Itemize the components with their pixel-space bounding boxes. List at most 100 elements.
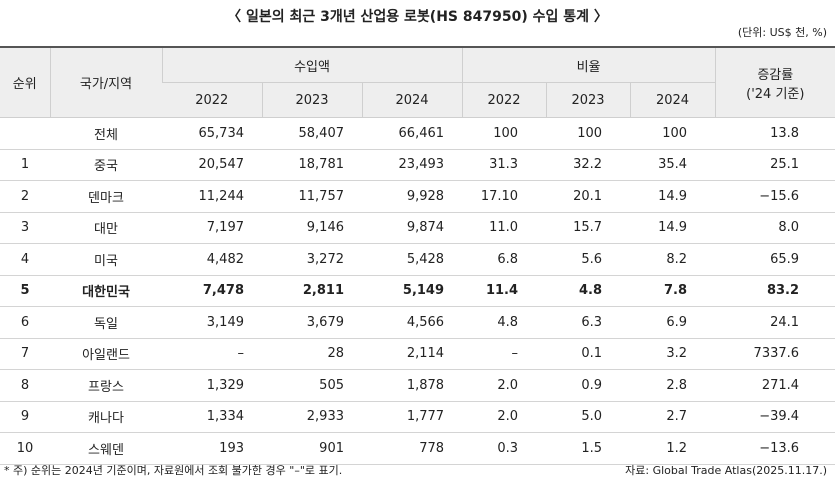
table-cell: 전체 (50, 117, 162, 150)
table-row: 8 프랑스 1,329 505 1,878 2.0 0.9 2.8 271.4 (0, 369, 835, 402)
table-cell: 4.8 (462, 306, 547, 339)
table-cell: 11,244 (162, 180, 262, 213)
table-cell: – (162, 338, 262, 370)
header-year: 2024 (361, 82, 463, 118)
table-row: 6 독일 3,149 3,679 4,566 4.8 6.3 6.9 24.1 (0, 306, 835, 339)
table-cell: 스웨덴 (50, 432, 162, 465)
table-cell: 3,679 (262, 306, 362, 339)
header-text: ('24 기준) (746, 86, 805, 102)
table-cell: −15.6 (715, 180, 835, 213)
table-cell: 4 (0, 243, 50, 276)
header-cell: 순위 (0, 46, 50, 118)
table-cell: 6.9 (630, 306, 716, 339)
table-cell: 1,329 (162, 369, 262, 402)
table-cell: 24.1 (715, 306, 835, 339)
table-cell: 4,482 (162, 243, 262, 276)
table-cell: 23,493 (362, 149, 463, 181)
header-cell: 수입액 (161, 46, 463, 83)
table-cell: 0.3 (462, 432, 547, 465)
table-cell: 7,478 (162, 275, 262, 307)
table-cell: 7,197 (162, 212, 262, 244)
table-cell: 13.8 (715, 117, 835, 150)
header-year: 2024 (629, 82, 716, 118)
table-cell: 5,149 (362, 275, 463, 307)
table-cell: 중국 (50, 149, 162, 181)
table-cell: 505 (262, 369, 362, 402)
table-cell: −13.6 (715, 432, 835, 465)
table-cell: 778 (362, 432, 463, 465)
table-cell: 6 (0, 306, 50, 339)
table-cell: 15.7 (546, 212, 631, 244)
table-cell: 17.10 (462, 180, 547, 213)
table-cell: 193 (162, 432, 262, 465)
table-cell: 2 (0, 180, 50, 213)
header-year: 2022 (461, 82, 547, 118)
table-row: 3 대만 7,197 9,146 9,874 11.0 15.7 14.9 8.0 (0, 212, 835, 244)
table-cell: 2.7 (630, 401, 716, 433)
table-cell: 28 (262, 338, 362, 370)
table-cell: 0.1 (546, 338, 631, 370)
table-cell: 5.6 (546, 243, 631, 276)
table-cell: 14.9 (630, 212, 716, 244)
table-cell: 10 (0, 432, 50, 465)
table-row: 9 캐나다 1,334 2,933 1,777 2.0 5.0 2.7 −39.4 (0, 401, 835, 433)
table-cell: 미국 (50, 243, 162, 276)
table-cell: 5,428 (362, 243, 463, 276)
table-cell: 덴마크 (50, 180, 162, 213)
table-cell: 8.2 (630, 243, 716, 276)
header-cell: 비율 (461, 46, 716, 83)
table-cell: 8 (0, 369, 50, 402)
table-cell: 1.5 (546, 432, 631, 465)
table-cell: – (462, 338, 547, 370)
table-cell: 1,777 (362, 401, 463, 433)
header-year: 2023 (545, 82, 631, 118)
table-row: 4 미국 4,482 3,272 5,428 6.8 5.6 8.2 65.9 (0, 243, 835, 276)
table-cell: 9,928 (362, 180, 463, 213)
header-year: 2023 (261, 82, 362, 118)
header-year: 2022 (162, 82, 262, 118)
table-cell: 20,547 (162, 149, 262, 181)
table-cell: 6.3 (546, 306, 631, 339)
table-cell: 65,734 (162, 117, 262, 150)
table-cell: 271.4 (715, 369, 835, 402)
table-cell: 3 (0, 212, 50, 244)
table-cell: 11.4 (462, 275, 547, 307)
table-cell: 대만 (50, 212, 162, 244)
table-cell: 2,811 (262, 275, 362, 307)
table-row: 5 대한민국 7,478 2,811 5,149 11.4 4.8 7.8 83.2 (0, 275, 835, 307)
table-cell: 58,407 (262, 117, 362, 150)
table-cell: 7337.6 (715, 338, 835, 370)
table-cell: 2,933 (262, 401, 362, 433)
table-cell: 9,874 (362, 212, 463, 244)
table-cell: 35.4 (630, 149, 716, 181)
header-cell: 증감률 ('24 기준) (714, 46, 835, 118)
unit-note: (단위: US$ 천, %) (737, 26, 827, 39)
table-cell: 5.0 (546, 401, 631, 433)
table-cell: 9,146 (262, 212, 362, 244)
table-row: 2 덴마크 11,244 11,757 9,928 17.10 20.1 14.9 −15.6 (0, 180, 835, 213)
table-cell (0, 117, 50, 150)
footnote: * 주) 순위는 2024년 기준이며, 자료원에서 조회 불가한 경우 "–"… (4, 464, 343, 477)
table-cell: 4,566 (362, 306, 463, 339)
header-text: 증감률 (757, 67, 794, 83)
table-cell: 프랑스 (50, 369, 162, 402)
table-cell: −39.4 (715, 401, 835, 433)
table-cell: 65.9 (715, 243, 835, 276)
table-cell: 18,781 (262, 149, 362, 181)
table-cell: 20.1 (546, 180, 631, 213)
table-row: 1 중국 20,547 18,781 23,493 31.3 32.2 35.4 25.1 (0, 149, 835, 181)
table-row: 전체 65,734 58,407 66,461 100 100 100 13.8 (0, 117, 835, 150)
table-row: 7 아일랜드 –28 2,114–0.1 3.2 7337.6 (0, 338, 835, 370)
table-cell: 3,272 (262, 243, 362, 276)
table-cell: 31.3 (462, 149, 547, 181)
header-cell: 국가/지역 (49, 46, 162, 118)
table-cell: 7.8 (630, 275, 716, 307)
table-cell: 83.2 (715, 275, 835, 307)
table-cell: 독일 (50, 306, 162, 339)
title: 〈 일본의 최근 3개년 산업용 로봇(HS 847950) 수입 통계 〉 (227, 9, 608, 25)
table-cell: 32.2 (546, 149, 631, 181)
table-cell: 14.9 (630, 180, 716, 213)
table-cell: 0.9 (546, 369, 631, 402)
table-cell: 25.1 (715, 149, 835, 181)
